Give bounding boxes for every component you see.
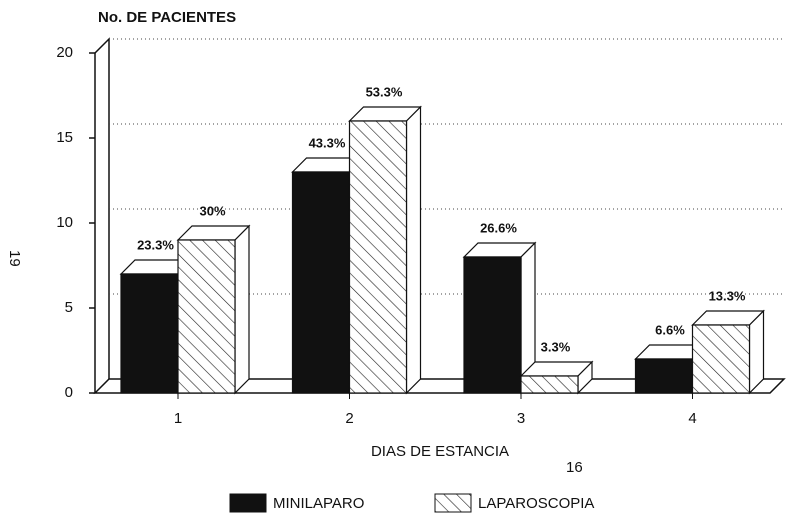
percent-label: 53.3% (366, 84, 403, 99)
bar (634, 358, 694, 394)
percent-label: 26.6% (480, 220, 517, 235)
x-axis-label: DIAS DE ESTANCIA (371, 443, 509, 460)
bar-side (234, 224, 250, 395)
bar (520, 375, 579, 394)
y-tick-label: 5 (65, 299, 73, 316)
legend-label: LAPAROSCOPIA (478, 495, 594, 512)
y-tick-label: 15 (56, 129, 73, 146)
percent-label: 43.3% (309, 135, 346, 150)
y-tick-label: 20 (56, 44, 73, 61)
bar-side (405, 105, 422, 395)
x-tick-label: 4 (688, 410, 696, 427)
bar (463, 256, 522, 394)
y-tick-label: 0 (65, 384, 73, 401)
side-mark: 19 (6, 250, 23, 267)
percent-label: 30% (199, 203, 225, 218)
bar-side (748, 309, 765, 395)
bar (177, 239, 236, 394)
x-tick-label: 3 (517, 410, 525, 427)
y-tick-label: 10 (56, 214, 73, 231)
percent-label: 3.3% (541, 339, 571, 354)
axis-wall (94, 37, 110, 379)
bar (691, 324, 751, 394)
page-number: 16 (566, 459, 583, 476)
x-tick-label: 2 (345, 410, 353, 427)
chart-title: No. DE PACIENTES (98, 9, 236, 26)
legend-swatch (434, 493, 472, 513)
legend-label: MINILAPARO (273, 495, 364, 512)
percent-label: 23.3% (137, 237, 174, 252)
bar (291, 171, 351, 394)
percent-label: 13.3% (709, 288, 746, 303)
bar (120, 273, 179, 394)
percent-label: 6.6% (655, 322, 685, 337)
x-tick-label: 1 (174, 410, 182, 427)
bar (348, 120, 408, 394)
legend-swatch (229, 493, 267, 513)
